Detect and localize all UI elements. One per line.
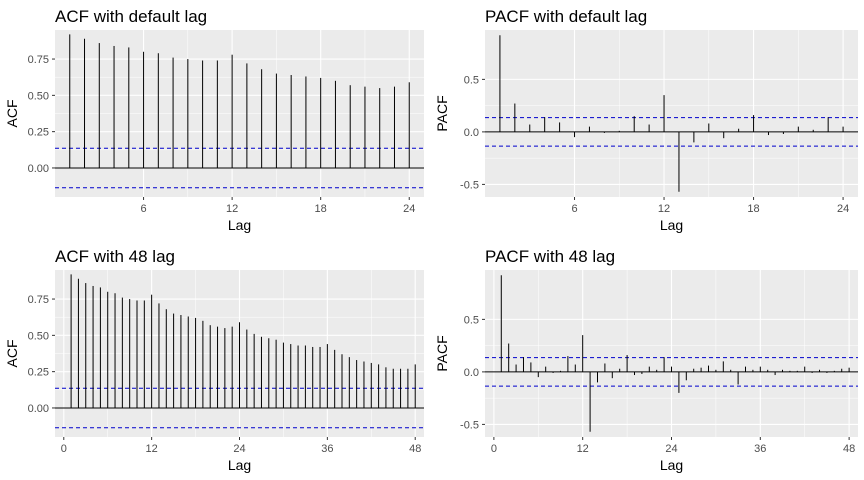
- x-tick-label: 36: [754, 443, 766, 455]
- y-axis-label: PACF: [434, 95, 450, 131]
- x-axis-label: Lag: [660, 457, 683, 473]
- y-tick-label: 0.25: [28, 127, 49, 139]
- y-tick-label: 0.25: [28, 367, 49, 379]
- y-tick-label: 0.75: [28, 54, 49, 66]
- x-tick-label: 18: [747, 203, 759, 215]
- y-axis-label: PACF: [434, 335, 450, 371]
- y-tick-label: 0.50: [28, 330, 49, 342]
- x-tick-label: 12: [146, 443, 158, 455]
- x-tick-label: 6: [571, 203, 577, 215]
- chart-title: PACF with default lag: [485, 7, 647, 26]
- x-tick-label: 12: [577, 443, 589, 455]
- y-tick-label: 0.75: [28, 294, 49, 306]
- x-tick-label: 12: [226, 203, 238, 215]
- chart-panel-3: 0 12 24 36 48 0.00 0.25 0.50 0.75 ACF with 48 lag…: [4, 247, 424, 473]
- x-tick-label: 6: [140, 203, 146, 215]
- x-tick-label: 0: [61, 443, 67, 455]
- x-tick-label: 24: [403, 203, 415, 215]
- chart-title: ACF with default lag: [55, 7, 207, 26]
- x-tick-label: 24: [837, 203, 849, 215]
- x-tick-label: 0: [491, 443, 497, 455]
- chart-title: ACF with 48 lag: [55, 247, 175, 266]
- x-tick-label: 12: [658, 203, 670, 215]
- plot-panel-background: [485, 30, 858, 197]
- x-tick-label: 48: [409, 443, 421, 455]
- y-tick-label: 0.50: [28, 90, 49, 102]
- y-tick-label: 0.0: [464, 127, 479, 139]
- chart-panel-2: 6 12 18 24 -0.5 0.0 0.5 PACF with default lag La…: [434, 7, 858, 233]
- y-tick-label: -0.5: [460, 419, 479, 431]
- y-axis-label: ACF: [4, 100, 20, 128]
- y-axis-label: ACF: [4, 340, 20, 368]
- chart-panel-1: 6 12 18 24 0.00 0.25 0.50 0.75 ACF with default …: [4, 7, 424, 233]
- chart-panel-4: 0 12 24 36 48 -0.5 0.0 0.5 PACF with 48 lag Lag PA…: [434, 247, 858, 473]
- x-tick-label: 24: [665, 443, 677, 455]
- x-axis-label: Lag: [228, 457, 251, 473]
- x-axis-label: Lag: [660, 217, 683, 233]
- x-axis-label: Lag: [228, 217, 251, 233]
- x-tick-label: 18: [315, 203, 327, 215]
- y-tick-label: 0.5: [464, 314, 479, 326]
- x-tick-label: 24: [233, 443, 245, 455]
- x-tick-label: 36: [321, 443, 333, 455]
- y-tick-label: 0.5: [464, 74, 479, 86]
- y-tick-label: -0.5: [460, 179, 479, 191]
- y-tick-label: 0.00: [28, 403, 49, 415]
- y-tick-label: 0.0: [464, 367, 479, 379]
- y-tick-label: 0.00: [28, 163, 49, 175]
- x-tick-label: 48: [843, 443, 855, 455]
- chart-title: PACF with 48 lag: [485, 247, 615, 266]
